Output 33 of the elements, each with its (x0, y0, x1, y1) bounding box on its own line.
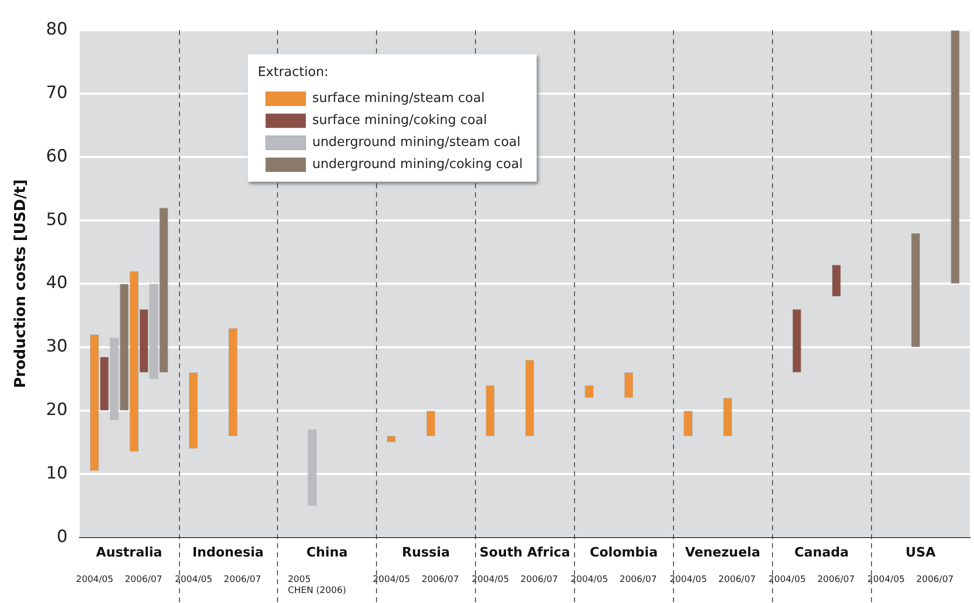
y-tick-label: 70 (46, 83, 68, 104)
x-tick-label: USA (906, 546, 936, 561)
x-tick-label: Australia (96, 546, 162, 561)
x-tick-label: Russia (402, 546, 450, 561)
x-tick-label: China (306, 546, 348, 561)
text: 2004/05 2006/07 (76, 575, 162, 586)
y-tick-label: 10 (46, 463, 68, 484)
y-tick-label: 20 (46, 400, 68, 420)
text: 2004/05 2006/07 (174, 575, 262, 586)
legend-label: surface mining/coking coal (312, 113, 487, 128)
y-tick-label: 40 (46, 273, 68, 294)
y-axis-title: Production costs [USD/t] (10, 179, 29, 388)
text: 2004/05 2006/07 (570, 575, 657, 586)
y-tick-label: 30 (46, 336, 68, 357)
legend-label: underground mining/coking coal (312, 157, 523, 172)
x-tick-label: Colombia (590, 546, 658, 561)
legend-label: underground mining/steam coal (312, 135, 520, 150)
x-tick-label: South Africa (480, 546, 570, 561)
y-tick-label: 60 (46, 146, 68, 166)
text: 2004/05 2006/07 (670, 575, 756, 586)
text: 2004/05 2006/07 (472, 575, 558, 586)
legend-title: Extraction: (258, 65, 328, 80)
x-tick-label: Canada (794, 546, 849, 561)
text: 2005 CHEN (2006) (288, 575, 346, 596)
text: 2004/05 2006/07 (768, 575, 855, 586)
x-tick-label: Venezuela (685, 546, 760, 561)
y-tick-label: 0 (56, 526, 68, 547)
text: 2004/05 2006/07 (867, 575, 954, 586)
text: 2004/05 2006/07 (372, 575, 460, 586)
x-tick-label: Indonesia (192, 546, 264, 561)
legend-label: surface mining/steam coal (312, 91, 485, 106)
y-tick-label: 50 (46, 210, 68, 230)
y-tick-label: 80 (46, 20, 68, 40)
